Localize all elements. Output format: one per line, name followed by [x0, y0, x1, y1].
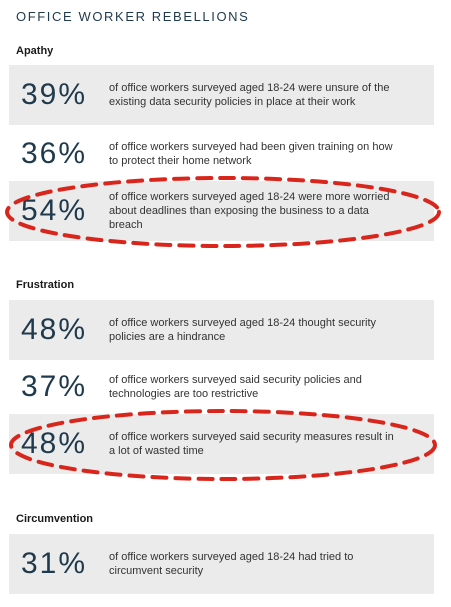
page-title: OFFICE WORKER REBELLIONS: [16, 9, 250, 24]
stat-description: of office workers surveyed aged 18-24 th…: [109, 317, 377, 343]
section-heading-apathy: Apathy: [16, 45, 54, 57]
stat-percent: 39%: [21, 78, 88, 111]
stat-row: 39% of office workers surveyed aged 18-2…: [9, 65, 434, 125]
stat-row: 37% of office workers surveyed said secu…: [9, 357, 434, 417]
stat-description: of office workers surveyed aged 18-24 we…: [109, 191, 390, 231]
stat-percent: 48%: [21, 427, 88, 460]
stat-percent: 48%: [21, 313, 88, 346]
section-heading-frustration: Frustration: [16, 279, 75, 291]
stat-description: of office workers surveyed said security…: [109, 431, 394, 457]
stat-description: of office workers surveyed had been give…: [109, 141, 393, 167]
stat-row: 54% of office workers surveyed aged 18-2…: [9, 181, 434, 241]
stat-row: 36% of office workers surveyed had been …: [9, 124, 434, 184]
stat-percent: 37%: [21, 370, 88, 403]
stat-description: of office workers surveyed aged 18-24 ha…: [109, 551, 354, 577]
stat-row: 48% of office workers surveyed aged 18-2…: [9, 300, 434, 360]
stat-percent: 36%: [21, 137, 88, 170]
section-heading-circumvention: Circumvention: [16, 513, 94, 525]
stat-row: 31% of office workers surveyed aged 18-2…: [9, 534, 434, 594]
stat-description: of office workers surveyed said security…: [109, 374, 362, 400]
stat-percent: 31%: [21, 547, 88, 580]
stat-row: 48% of office workers surveyed said secu…: [9, 414, 434, 474]
stat-percent: 54%: [21, 194, 88, 227]
stat-description: of office workers surveyed aged 18-24 we…: [109, 82, 390, 108]
